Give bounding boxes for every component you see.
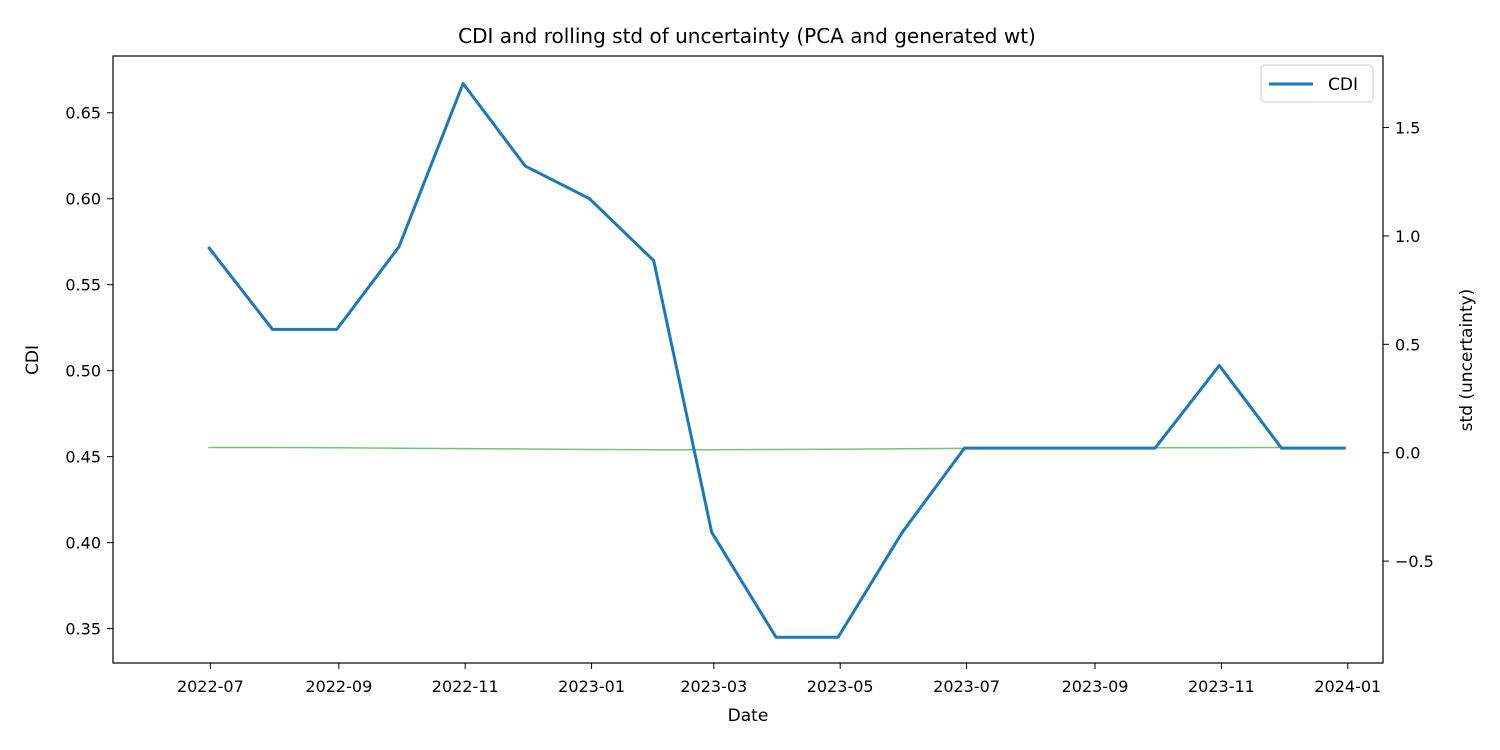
y2-axis-title: std (uncertainty) bbox=[1457, 289, 1477, 432]
y-tick-label: 0.60 bbox=[65, 190, 101, 209]
x-tick-label: 2023-03 bbox=[680, 677, 747, 696]
x-tick-label: 2022-09 bbox=[305, 677, 372, 696]
y-axis-title: CDI bbox=[23, 345, 43, 375]
y-tick-label: 0.50 bbox=[65, 362, 101, 381]
y-tick-label: 0.45 bbox=[65, 448, 101, 467]
y2-tick-label: 1.0 bbox=[1395, 227, 1420, 246]
y-tick-label: 0.65 bbox=[65, 104, 101, 123]
chart-title: CDI and rolling std of uncertainty (PCA … bbox=[458, 24, 1036, 48]
legend: CDI bbox=[1260, 64, 1374, 103]
cdi-line bbox=[207, 82, 1346, 639]
plot-layer bbox=[207, 82, 1346, 639]
x-tick-label: 2023-07 bbox=[933, 677, 1000, 696]
x-tick-label: 2023-09 bbox=[1062, 677, 1129, 696]
x-axis-title: Date bbox=[728, 706, 769, 726]
y-tick-label: 0.55 bbox=[65, 276, 101, 295]
y2-tick-label: 0.5 bbox=[1395, 335, 1420, 354]
y-tick-label: 0.40 bbox=[65, 534, 101, 553]
legend-label-cdi: CDI bbox=[1328, 75, 1358, 95]
legend-box bbox=[1260, 64, 1374, 103]
x-tick-label: 2022-11 bbox=[432, 677, 499, 696]
x-tick-label: 2023-05 bbox=[807, 677, 874, 696]
x-tick-label: 2022-07 bbox=[177, 677, 244, 696]
y2-tick-label: −0.5 bbox=[1395, 552, 1434, 571]
y2-tick-label: 1.5 bbox=[1395, 119, 1420, 138]
y2-tick-label: 0.0 bbox=[1395, 444, 1420, 463]
x-tick-label: 2024-01 bbox=[1314, 677, 1381, 696]
x-tick-label: 2023-01 bbox=[558, 677, 625, 696]
y-tick-label: 0.35 bbox=[65, 620, 101, 639]
x-tick-label: 2023-11 bbox=[1188, 677, 1255, 696]
plot-frame bbox=[112, 55, 1384, 664]
axes-layer: 2022-07 2022-09 2022-11 2023-01 2023-03 2023-… bbox=[65, 104, 1433, 696]
